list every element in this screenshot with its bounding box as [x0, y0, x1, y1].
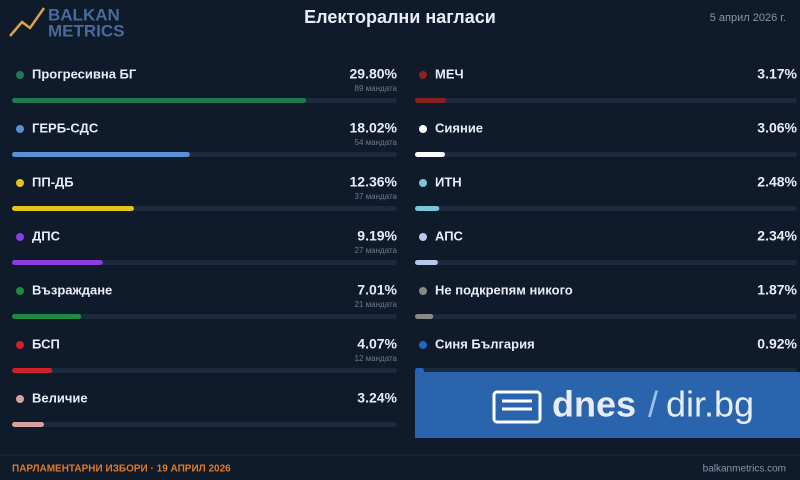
bar-track	[12, 260, 397, 265]
bar	[12, 152, 190, 157]
value-label: 1.87%	[757, 282, 797, 298]
party-name: Възраждане	[32, 282, 112, 297]
bar	[415, 98, 447, 103]
value-label: 3.17%	[757, 66, 797, 82]
bar-track	[12, 422, 397, 427]
legend-dot	[419, 179, 427, 187]
bar	[12, 368, 53, 373]
party-name: Не подкрепям никого	[435, 282, 573, 297]
party-name: ГЕРБ-СДС	[32, 120, 99, 135]
bar	[415, 260, 438, 265]
mandate-label: 12 мандата	[355, 354, 398, 363]
bar	[415, 314, 434, 319]
legend-dot	[16, 233, 24, 241]
bar-track	[415, 98, 797, 103]
bar-track	[415, 206, 797, 211]
watermark-band	[415, 372, 800, 438]
legend-dot	[419, 125, 427, 133]
legend-dot	[419, 71, 427, 79]
bar	[12, 314, 82, 319]
bar	[12, 98, 307, 103]
legend-dot	[16, 179, 24, 187]
value-label: 18.02%	[350, 120, 398, 136]
legend-dot	[16, 71, 24, 79]
value-label: 3.24%	[357, 390, 397, 406]
mandate-label: 21 мандата	[355, 300, 398, 309]
value-label: 9.19%	[357, 228, 397, 244]
value-label: 3.06%	[757, 120, 797, 136]
logo-line2: METRICS	[48, 21, 125, 40]
party-name: Синя България	[435, 336, 535, 351]
mandate-label: 54 мандата	[355, 138, 398, 147]
bars: Прогресивна БГ 29.80% 89 мандата ГЕРБ-СДС 18…	[12, 66, 798, 427]
logo-line1: BALKAN	[48, 5, 120, 24]
party-name: ДПС	[32, 228, 61, 243]
legend-dot	[419, 233, 427, 241]
bar-track	[415, 314, 797, 319]
value-label: 12.36%	[350, 174, 398, 190]
value-label: 0.92%	[757, 336, 797, 352]
legend-dot	[419, 287, 427, 295]
bar-track	[12, 314, 397, 319]
bar	[415, 152, 445, 157]
value-label: 4.07%	[357, 336, 397, 352]
logo-icon	[9, 7, 46, 37]
chart-title: Електорални нагласи	[304, 7, 496, 27]
party-name: Величие	[32, 390, 88, 405]
party-name: БСП	[32, 336, 60, 351]
legend-dot	[16, 395, 24, 403]
footer-right: balkanmetrics.com	[703, 464, 786, 475]
party-name: ИТН	[435, 174, 462, 189]
bar	[12, 260, 103, 265]
value-label: 2.34%	[757, 228, 797, 244]
bar-track	[415, 152, 797, 157]
party-name: МЕЧ	[435, 66, 464, 81]
legend-dot	[16, 287, 24, 295]
mandate-label: 89 мандата	[355, 84, 398, 93]
watermark-left: dnes	[552, 384, 636, 425]
bar	[415, 368, 425, 373]
value-label: 2.48%	[757, 174, 797, 190]
legend-dot	[16, 341, 24, 349]
bar-track	[12, 368, 397, 373]
bar	[12, 422, 44, 427]
party-name: Прогресивна БГ	[32, 66, 137, 81]
legend-dot	[16, 125, 24, 133]
mandate-label: 37 мандата	[355, 192, 398, 201]
bar	[415, 206, 440, 211]
watermark-right: dir.bg	[666, 384, 754, 425]
party-name: АПС	[435, 228, 464, 243]
legend-dot	[419, 341, 427, 349]
watermark-icon	[492, 390, 542, 424]
mandate-label: 27 мандата	[355, 246, 398, 255]
value-label: 7.01%	[357, 282, 397, 298]
value-label: 29.80%	[350, 66, 398, 82]
footer-left: ПАРЛАМЕНТАРНИ ИЗБОРИ · 19 АПРИЛ 2026	[12, 464, 231, 475]
watermark: dnes / dir.bg	[415, 372, 800, 438]
bar	[12, 206, 135, 211]
party-name: Сияние	[435, 120, 483, 135]
bar-track	[415, 260, 797, 265]
bar-track	[415, 368, 797, 373]
party-name: ПП-ДБ	[32, 174, 74, 189]
watermark-sep: /	[648, 384, 658, 425]
date: 5 април 2026 г.	[710, 12, 786, 24]
